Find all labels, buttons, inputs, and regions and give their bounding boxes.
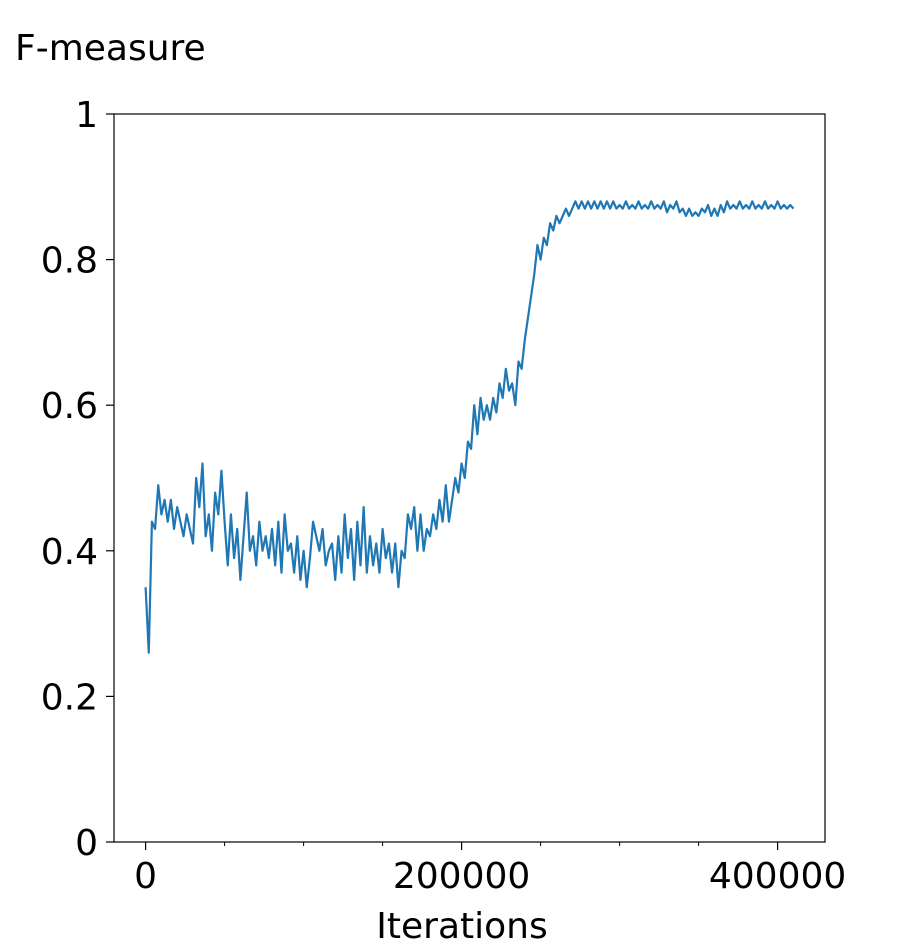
y-tick-label: 0.2 [41,677,98,718]
axis-ticks: 0 0.2 0.4 0.6 0.8 1 0 200000 400000 [41,95,847,897]
x-axis-title: Iterations [376,906,547,946]
x-tick-label: 400000 [709,856,846,897]
y-axis-title: F-measure [15,28,206,69]
plot-frame [113,113,826,843]
y-tick-label: 0.8 [41,241,98,282]
y-tick-label: 1 [75,95,98,136]
y-tick-label: 0.4 [41,532,98,573]
series-line-0 [144,200,795,654]
x-tick-label: 0 [134,856,157,897]
y-tick-label: 0 [75,823,98,864]
y-tick-label: 0.6 [41,386,98,427]
x-tick-label: 200000 [393,856,530,897]
series-layer [144,200,795,654]
